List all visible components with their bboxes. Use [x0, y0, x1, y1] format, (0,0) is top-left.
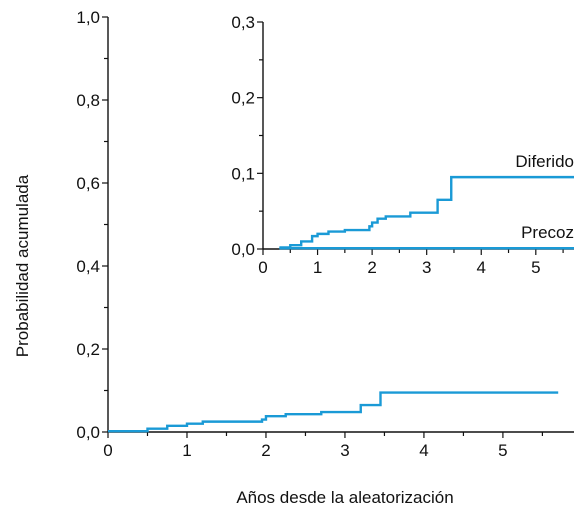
y-axis-title: Probabilidad acumulada [13, 174, 32, 357]
inset-y-tick-label: 0,0 [231, 240, 255, 259]
inset-x-tick-label: 3 [422, 258, 431, 277]
inset-plot: 0,0 0,1 0,2 0,3 0 1 2 3 4 5 Diferido Precoz [231, 13, 574, 277]
inset-y-tick-label: 0,3 [231, 13, 255, 32]
inset-series-line [279, 175, 574, 249]
main-y-tick-label: 0,2 [76, 340, 100, 359]
main-x-tick-label: 2 [261, 441, 270, 460]
inset-x-tick-label: 5 [531, 258, 540, 277]
inset-series-label: Precoz [521, 223, 574, 242]
inset-x-tick-label: 0 [258, 258, 267, 277]
main-plot: 0,0 0,2 0,4 0,6 0,8 1,0 0 1 2 3 4 5 [76, 8, 574, 460]
main-y-tick-label: 1,0 [76, 8, 100, 27]
main-series-line [108, 391, 559, 433]
main-x-tick-label: 1 [182, 441, 191, 460]
main-y-tick-label: 0,6 [76, 174, 100, 193]
main-y-tick-label: 0,8 [76, 91, 100, 110]
inset-x-tick-label: 2 [367, 258, 376, 277]
inset-series-label: Diferido [515, 152, 574, 171]
inset-x-tick-label: 1 [313, 258, 322, 277]
inset-y-tick-label: 0,2 [231, 89, 255, 108]
main-x-tick-label: 3 [340, 441, 349, 460]
x-axis-title: Años desde la aleatorización [236, 488, 453, 507]
main-x-tick-label: 5 [498, 441, 507, 460]
main-x-tick-label: 0 [103, 441, 112, 460]
main-x-tick-label: 4 [419, 441, 428, 460]
main-y-tick-label: 0,0 [76, 423, 100, 442]
inset-y-tick-label: 0,1 [231, 164, 255, 183]
main-y-tick-label: 0,4 [76, 257, 100, 276]
inset-x-tick-label: 4 [477, 258, 486, 277]
